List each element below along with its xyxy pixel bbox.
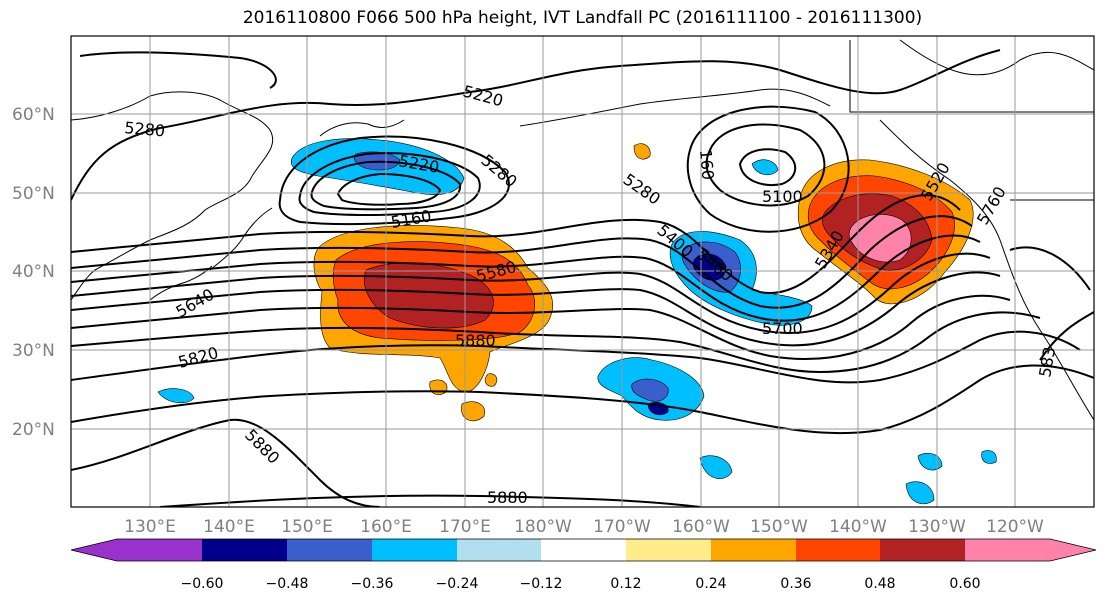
- lon-label: 150°W: [750, 517, 808, 537]
- lon-label: 180°W: [514, 517, 572, 537]
- height-contour-5220-gulf: [686, 105, 850, 233]
- lon-label: 160°W: [672, 517, 730, 537]
- latitude-labels: 60°N 50°N 40°N 30°N 20°N: [12, 105, 55, 440]
- colorbar-bin: [372, 539, 457, 561]
- lon-label: 150°E: [281, 517, 333, 537]
- colorbar-extend-high: [1050, 539, 1096, 561]
- contour-label: 5100: [762, 187, 803, 206]
- height-contour-5220-low: [298, 152, 481, 216]
- coastline-japan: [209, 207, 273, 271]
- map-frame: [70, 35, 1095, 508]
- colorbar-tick: −0.48: [266, 576, 309, 592]
- height-contour-5100-gulf: [738, 148, 797, 186]
- ivt-spot: [699, 455, 733, 479]
- contour-label: 160: [696, 149, 718, 181]
- lat-label: 50°N: [12, 184, 55, 204]
- colorbar-tick: −0.36: [351, 576, 394, 592]
- height-contour-5820: [71, 330, 1081, 384]
- colorbar-bin: [711, 539, 796, 561]
- height-contours: [71, 49, 1094, 507]
- colorbar-bin: [287, 539, 372, 561]
- lon-label: 170°W: [593, 517, 651, 537]
- colorbar-tick: 0.24: [695, 576, 726, 592]
- coastline-north-america: [879, 119, 1094, 421]
- ivt-spot: [751, 159, 779, 176]
- ivt-spot: [633, 143, 651, 160]
- ivt-spot: [905, 481, 935, 505]
- height-contour-5520: [71, 234, 981, 322]
- colorbar-bin: [626, 539, 711, 561]
- coastline-asia: [71, 91, 274, 301]
- map-title: 2016110800 F066 500 hPa height, IVT Land…: [242, 8, 923, 28]
- height-contour-5700: [71, 294, 1011, 360]
- height-contour-5640: [71, 271, 1001, 347]
- lon-label: 130°E: [124, 517, 176, 537]
- colorbar: −0.60 −0.48 −0.36 −0.24 −0.12 0.12 0.24 …: [70, 538, 1097, 592]
- colorbar-tick: 0.36: [780, 576, 811, 592]
- height-contour-5400: [71, 194, 961, 295]
- height-contour-5160-low: [310, 160, 462, 211]
- coastline-alaska-aleutian: [519, 88, 831, 127]
- contour-label: 5700: [762, 319, 803, 338]
- colorbar-bin: [541, 539, 626, 561]
- lon-label: 140°E: [203, 517, 255, 537]
- ivt-spot: [157, 388, 195, 404]
- ivt-spot: [484, 373, 498, 387]
- colorbar-tick: −0.60: [181, 576, 224, 592]
- contour-label: 5880: [487, 488, 528, 507]
- coastlines: [71, 39, 1094, 421]
- colorbar-tick: −0.24: [436, 576, 479, 592]
- contour-label: 5280: [124, 118, 166, 140]
- colorbar-bin: [965, 539, 1050, 561]
- colorbar-tick: 0.12: [610, 576, 641, 592]
- map-plot-area: 5280 5220 5220 5280 5160 5580 5640 5820 …: [71, 36, 1094, 507]
- colorbar-tick: 0.60: [949, 576, 980, 592]
- colorbar-bin: [880, 539, 965, 561]
- lon-label: 120°W: [986, 517, 1044, 537]
- lon-label: 160°E: [360, 517, 412, 537]
- height-contour-5100-low: [336, 172, 442, 206]
- height-contour-east-1: [1009, 246, 1091, 291]
- height-contour-5880: [71, 364, 1094, 435]
- grid-lines: [71, 36, 1094, 507]
- height-contour-5280-low: [278, 135, 510, 226]
- colorbar-outline: [70, 538, 1097, 562]
- ivt-spot: [461, 401, 485, 422]
- ivt-contour-neg-036: [631, 378, 669, 402]
- lon-label: 140°W: [829, 517, 887, 537]
- lon-label: 130°W: [908, 517, 966, 537]
- border-alaska-canada: [849, 40, 1094, 113]
- colorbar-bin: [457, 539, 541, 561]
- negative-anomaly-hawaii: [157, 357, 997, 505]
- lon-label: 170°E: [439, 517, 491, 537]
- lat-label: 40°N: [12, 262, 55, 282]
- contour-label: 5880: [455, 331, 496, 350]
- lat-label: 20°N: [12, 420, 55, 440]
- coastline-kamchatka: [319, 119, 405, 137]
- longitude-labels: 130°E 140°E 150°E 160°E 170°E 180°W 170°…: [124, 517, 1044, 537]
- height-contour-5760: [71, 311, 1041, 374]
- colorbar-tick: 0.48: [864, 576, 895, 592]
- height-contour-5220-nw: [79, 51, 277, 89]
- ivt-spot: [917, 453, 943, 471]
- colorbar-extend-low: [71, 539, 117, 561]
- ivt-spot: [981, 450, 997, 464]
- ivt-spot: [429, 379, 448, 395]
- colorbar-bin: [796, 539, 880, 561]
- height-contour-5280-north: [71, 49, 1001, 201]
- colorbar-tick: −0.12: [520, 576, 563, 592]
- lat-label: 60°N: [12, 105, 55, 125]
- height-contour-5580: [71, 252, 991, 334]
- height-contour-east-2: [1039, 311, 1094, 361]
- height-contour-5880-bottom: [159, 494, 701, 507]
- lat-label: 30°N: [12, 341, 55, 361]
- colorbar-bin: [117, 539, 202, 561]
- colorbar-bin: [202, 539, 287, 561]
